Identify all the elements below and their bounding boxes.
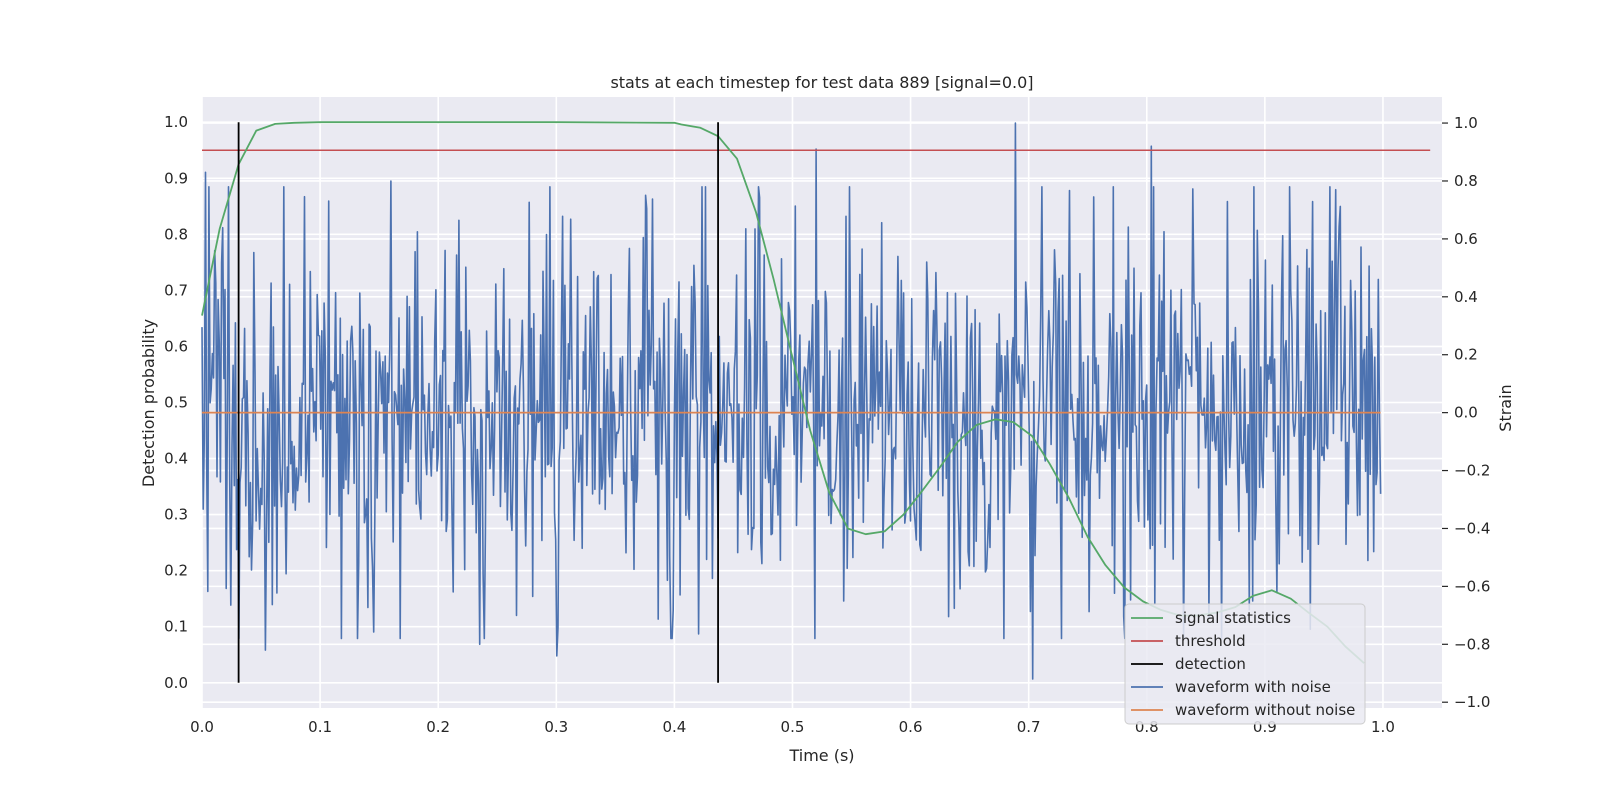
x-tick-label: 0.5 <box>781 718 805 736</box>
plot-area <box>201 121 1431 683</box>
y-left-tick-label: 0.0 <box>164 674 188 692</box>
legend: signal statistics threshold detection wavef… <box>1124 603 1366 725</box>
y-right-tick-label: −1.0 <box>1454 693 1490 711</box>
x-tick-label: 0.2 <box>426 718 450 736</box>
x-tick-label: 0.7 <box>1017 718 1041 736</box>
x-tick-label: 1.0 <box>1371 718 1395 736</box>
y-axis-left-title: Detection probability <box>139 319 158 487</box>
y-right-tick-label: 0.0 <box>1454 404 1478 422</box>
y-right-tick-label: 0.8 <box>1454 172 1478 190</box>
x-tick-label: 0.6 <box>899 718 923 736</box>
x-tick-label: 0.4 <box>662 718 686 736</box>
y-axis-right-title: Strain <box>1496 384 1515 431</box>
y-right-tick-label: 0.2 <box>1454 346 1478 364</box>
y-right-tick-label: −0.8 <box>1454 635 1490 653</box>
y-right-tick-label: −0.2 <box>1454 462 1490 480</box>
legend-box <box>1124 603 1366 725</box>
legend-label: waveform with noise <box>1175 678 1331 696</box>
y-left-tick-label: 1.0 <box>164 113 188 131</box>
x-tick-label: 0.1 <box>308 718 332 736</box>
x-tick-label: 0.3 <box>544 718 568 736</box>
series-waveform-with-noise <box>201 122 1382 680</box>
y-left-tick-label: 0.1 <box>164 618 188 636</box>
x-tick-label: 0.0 <box>190 718 214 736</box>
chart-title: stats at each timestep for test data 889… <box>610 73 1033 92</box>
y-left-tick-label: 0.9 <box>164 169 188 187</box>
legend-label: waveform without noise <box>1175 701 1355 719</box>
y-left-tick-label: 0.6 <box>164 337 188 355</box>
y-left-tick-label: 0.3 <box>164 506 188 524</box>
y-left-tick-label: 0.2 <box>164 562 188 580</box>
y-left-tick-label: 0.8 <box>164 225 188 243</box>
y-right-tick-label: 1.0 <box>1454 114 1478 132</box>
y-right-tick-label: −0.6 <box>1454 577 1490 595</box>
y-right-tick-label: 0.4 <box>1454 288 1478 306</box>
tick-labels: 0.0 0.1 0.2 0.3 0.4 0.5 0.6 0.7 0.8 0.9 1.0 0.0 0.1 0… <box>164 113 1490 736</box>
legend-label: detection <box>1175 655 1246 673</box>
y-left-tick-label: 0.4 <box>164 450 188 468</box>
y-right-tick-label: 0.6 <box>1454 230 1478 248</box>
y-left-tick-label: 0.7 <box>164 281 188 299</box>
y-left-tick-label: 0.5 <box>164 394 188 412</box>
legend-label: signal statistics <box>1175 609 1291 627</box>
y-right-tick-label: −0.4 <box>1454 519 1490 537</box>
x-axis-title: Time (s) <box>788 746 854 765</box>
legend-label: threshold <box>1175 632 1246 650</box>
